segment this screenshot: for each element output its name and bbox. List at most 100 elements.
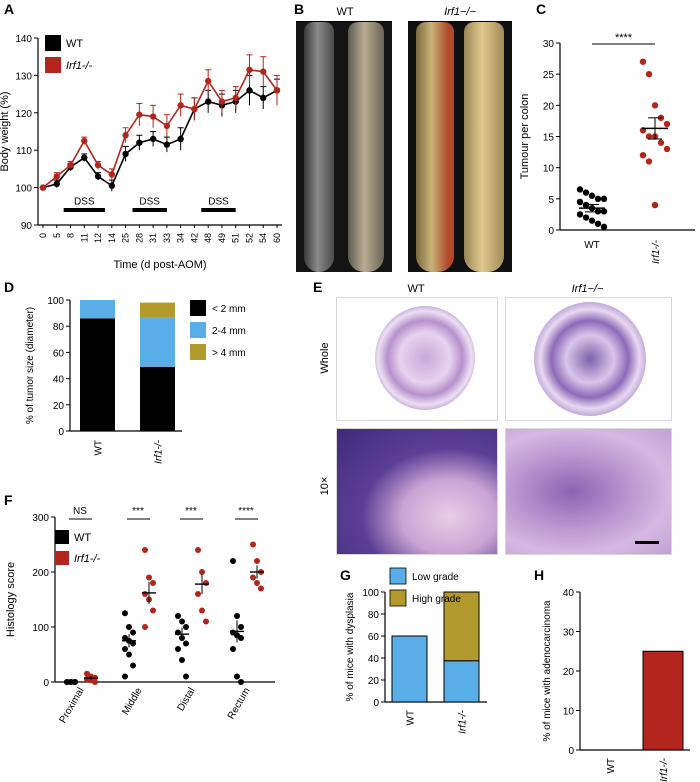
- panel-a-x-tick-label: 0: [38, 233, 48, 238]
- panel-f-point: [122, 610, 128, 617]
- panel-g-y-label: % of mice with dysplasia: [345, 592, 356, 701]
- panel-c-point: [582, 189, 590, 196]
- panel-letter-d: D: [4, 279, 14, 295]
- panel-c-point: [651, 102, 659, 109]
- panel-f-x-tick-label: Distal: [176, 686, 198, 713]
- panel-a-x-tick-label: 34: [176, 233, 186, 243]
- panel-f-point: [126, 651, 132, 658]
- panel-f-point: [150, 580, 156, 586]
- panel-e-row-label-10x: 10×: [319, 476, 331, 496]
- colon-specimen-wt-1: [304, 22, 334, 272]
- panel-a-chart: 90 100 110 120 130 140 0 5 8 11 12 14 25 28 31 33 34 42 48…: [0, 34, 282, 271]
- panel-e-row-label-whole: Whole: [319, 342, 331, 374]
- panel-c-y-tick-label: 10: [543, 164, 555, 175]
- panel-c-point: [645, 158, 653, 165]
- panel-g-bar-segment: [391, 635, 428, 703]
- panel-f-point: [250, 574, 256, 581]
- panel-g-y-tick-label: 40: [368, 654, 380, 665]
- panel-f-point: [234, 613, 240, 619]
- panel-c-point: [639, 152, 647, 159]
- panel-letter-c: C: [536, 1, 546, 17]
- panel-c-x-tick-label: WT: [584, 240, 600, 251]
- panel-b-label-wt: WT: [336, 6, 354, 18]
- panel-g-y-tick-label: 0: [373, 698, 379, 709]
- panel-c-y-tick-label: 30: [543, 39, 555, 50]
- panel-d-y-label: % of tumor size (diameter): [25, 307, 36, 424]
- panel-d-bar-segment: [140, 317, 175, 367]
- panel-a-x-tick-label: 33: [162, 233, 172, 243]
- panel-a-point: [273, 87, 281, 94]
- panel-f-point: [234, 673, 240, 680]
- panel-f-point: [254, 558, 260, 564]
- panel-e-col-label-irf1: Irf1−/−: [571, 283, 604, 295]
- panel-a-x-tick-label: 11: [79, 233, 89, 242]
- panel-c-significance: ****: [615, 32, 633, 44]
- panel-a-x-tick-label: 52: [244, 233, 254, 243]
- panel-c-point: [582, 214, 590, 221]
- panel-e-col-label-wt: WT: [407, 283, 425, 295]
- panel-f-legend-swatch-wt: [55, 530, 69, 544]
- panel-c-chart: 0 5 10 15 20 25 30 Tumour per colon WT Irf1-/- ***…: [519, 32, 695, 264]
- panel-a-point: [260, 94, 267, 102]
- panel-a-point: [232, 94, 239, 102]
- panel-f-point: [92, 679, 98, 685]
- panel-f-point: [183, 624, 189, 630]
- panel-f-point: [183, 640, 189, 647]
- panel-f-point: [142, 547, 148, 553]
- panel-h-y-tick-label: 10: [563, 707, 575, 718]
- colon-specimen-wt-2: [348, 22, 384, 272]
- panel-d-bar-segment: [80, 300, 115, 319]
- panel-f-point: [179, 657, 185, 663]
- panel-letter-f: F: [4, 492, 13, 508]
- panel-letter-e: E: [313, 279, 322, 295]
- panel-a-x-tick-label: 8: [66, 233, 76, 238]
- histology-whole-irf1: [505, 297, 672, 421]
- panel-f-y-tick-label: 0: [43, 678, 49, 689]
- panel-c-point: [651, 201, 659, 209]
- panel-f-x-tick-label: Middle: [120, 686, 144, 717]
- panel-f-point: [254, 580, 260, 586]
- panel-c-y-tick-label: 25: [543, 70, 555, 81]
- panel-b-label-irf1: Irf1−/−: [444, 6, 476, 18]
- panel-a-point: [136, 111, 143, 118]
- colon-photo-irf1: [408, 22, 512, 272]
- histology-10x-wt: [336, 428, 498, 555]
- panel-d-x-tick-label: WT: [94, 440, 105, 456]
- panel-c-y-label: Tumour per colon: [519, 94, 531, 180]
- panel-f-point: [199, 569, 205, 575]
- panel-f-y-tick-label: 200: [32, 568, 49, 579]
- panel-f-x-tick-label: Rectum: [226, 686, 253, 721]
- panel-d-bar-segment: [140, 302, 175, 318]
- panel-a-y-tick-label: 130: [15, 71, 32, 82]
- panel-f-chart: 0 100 200 300 Histology score Proximal NS Middl…: [5, 506, 275, 725]
- panel-a-x-tick-label: 48: [203, 233, 213, 243]
- panel-c-point: [663, 145, 671, 153]
- panel-g-legend-label: High grade: [412, 594, 461, 605]
- panel-d-legend-label: 2-4 mm: [212, 326, 246, 337]
- panel-a-x-tick-label: 31: [148, 233, 158, 243]
- panel-a-point: [122, 132, 129, 139]
- panel-f-point: [238, 624, 244, 630]
- panel-a-point: [81, 154, 88, 161]
- panel-d-y-tick-label: 40: [53, 375, 65, 386]
- panel-f-point: [230, 646, 236, 652]
- panel-b-label-rule-irf1: [408, 21, 512, 22]
- panel-a-y-tick-label: 140: [15, 34, 32, 45]
- panel-a-x-tick-label: 25: [121, 233, 131, 243]
- panel-f-legend-label-wt: WT: [74, 532, 91, 544]
- panel-d-x-tick-label: Irf1-/-: [154, 439, 165, 464]
- panel-a-point: [53, 180, 60, 188]
- colon-specimen-irf1-2: [464, 22, 504, 272]
- panel-f-y-tick-label: 300: [32, 513, 49, 524]
- panel-g-bar-segment: [443, 660, 480, 703]
- panel-a-point: [177, 102, 184, 109]
- panel-a-x-tick-label: 49: [217, 233, 227, 243]
- panel-c-point: [576, 186, 584, 193]
- dss-label: DSS: [208, 196, 229, 207]
- panel-c-point: [594, 195, 602, 203]
- panel-g-y-tick-label: 100: [362, 588, 379, 599]
- histology-roll-wt: [375, 306, 475, 410]
- panel-f-point: [142, 591, 148, 597]
- panel-c-point: [576, 211, 584, 218]
